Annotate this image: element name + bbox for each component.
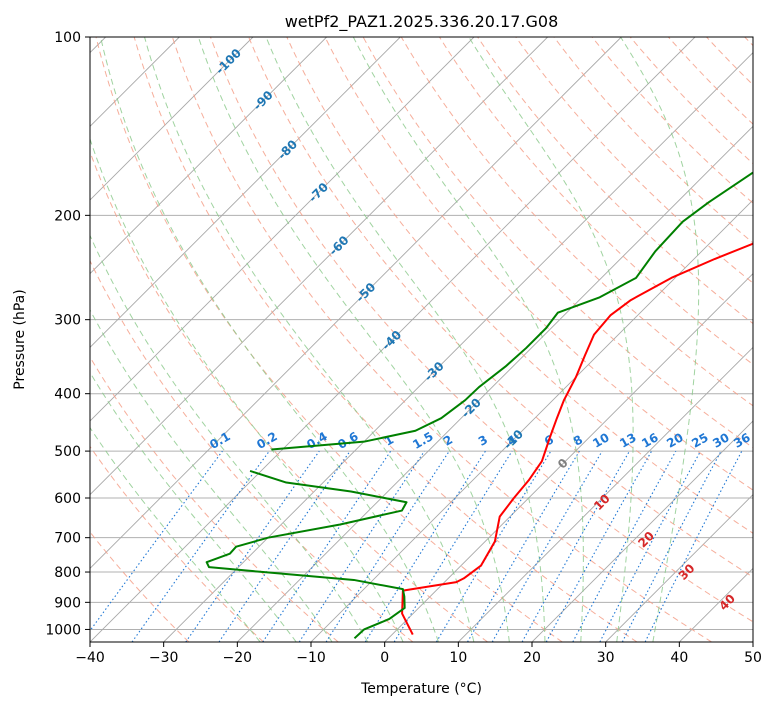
y-tick-label: 800 [54, 565, 81, 581]
y-tick-label: 200 [54, 208, 81, 224]
y-tick-label: 700 [54, 531, 81, 547]
y-tick-label: 900 [54, 595, 81, 611]
x-tick-label: −20 [223, 650, 253, 666]
y-tick-label: 400 [54, 387, 81, 403]
y-tick-label: 600 [54, 491, 81, 507]
y-tick-label: 300 [54, 313, 81, 329]
x-tick-label: −40 [75, 650, 105, 666]
y-tick-label: 1000 [45, 622, 81, 638]
x-tick-label: 50 [744, 650, 762, 666]
y-tick-label: 500 [54, 444, 81, 460]
x-tick-label: −10 [296, 650, 326, 666]
x-axis-label: Temperature (°C) [360, 681, 482, 697]
y-tick-label: 100 [54, 30, 81, 46]
x-tick-label: 20 [523, 650, 541, 666]
y-axis-label: Pressure (hPa) [12, 289, 28, 389]
x-tick-label: 0 [380, 650, 389, 666]
x-tick-label: 10 [449, 650, 467, 666]
chart-title: wetPf2_PAZ1.2025.336.20.17.G08 [285, 12, 559, 32]
x-tick-label: −30 [149, 650, 179, 666]
x-tick-label: 40 [670, 650, 688, 666]
x-tick-label: 30 [597, 650, 615, 666]
